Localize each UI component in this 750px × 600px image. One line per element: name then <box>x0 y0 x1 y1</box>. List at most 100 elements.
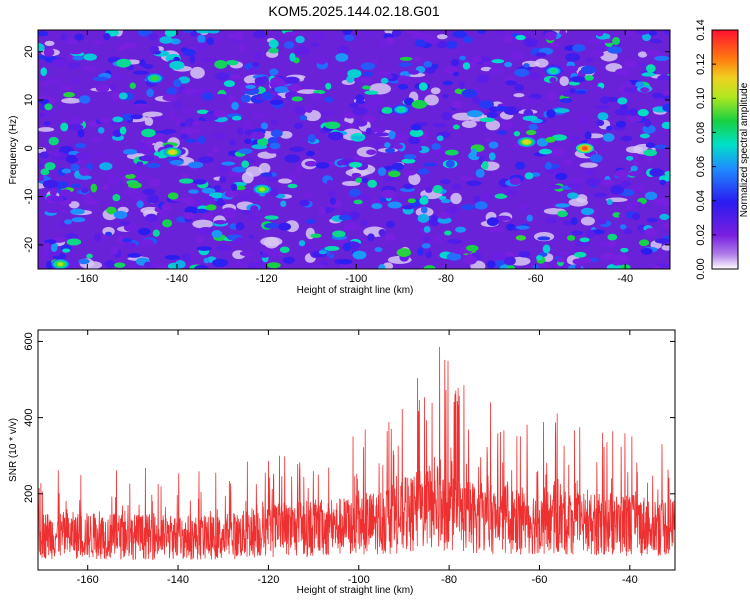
heatmap-cell <box>235 222 245 231</box>
heatmap-cell <box>584 131 592 140</box>
heatmap-cell <box>403 97 415 106</box>
heatmap-cell <box>444 230 452 236</box>
heatmap-cell <box>59 189 72 197</box>
heatmap-cell <box>139 238 154 247</box>
heatmap-cell <box>174 260 186 269</box>
heatmap-cell <box>529 71 540 80</box>
heatmap-cell <box>146 162 161 168</box>
heatmap-cell <box>136 161 144 167</box>
heatmap-low-patch <box>485 119 501 131</box>
spectrogram-xtick-label: -160 <box>76 273 98 285</box>
heatmap-cell <box>443 65 458 74</box>
heatmap-cell <box>451 183 462 190</box>
heatmap-cell <box>637 109 649 117</box>
heatmap-cell <box>320 110 334 116</box>
heatmap-cell <box>571 230 584 236</box>
heatmap-cell <box>336 160 344 166</box>
heatmap-cell <box>93 233 102 242</box>
heatmap-cell <box>71 217 86 223</box>
heatmap-cell <box>478 100 494 109</box>
heatmap-cell <box>565 53 581 62</box>
heatmap-cell <box>294 106 305 115</box>
heatmap-cell <box>444 149 459 156</box>
heatmap-cell <box>79 95 91 104</box>
heatmap-cell <box>343 222 360 231</box>
heatmap-cell <box>92 76 109 81</box>
heatmap-cell <box>213 94 229 99</box>
colorbar-gradient <box>711 29 739 270</box>
heatmap-cell <box>136 200 144 208</box>
heatmap-cell <box>615 169 628 178</box>
heatmap-cell <box>211 132 227 140</box>
heatmap-cell <box>401 158 416 164</box>
heatmap-cell <box>112 129 123 138</box>
heatmap-cell <box>562 90 572 97</box>
heatmap-cell <box>408 136 421 145</box>
heatmap-cell <box>141 146 153 155</box>
heatmap-cell <box>411 32 425 39</box>
heatmap-cell <box>279 246 290 253</box>
heatmap-cell <box>303 192 313 198</box>
heatmap-cell <box>95 84 110 93</box>
heatmap-cell <box>423 265 436 269</box>
heatmap-cell <box>367 233 375 242</box>
heatmap-cell <box>198 156 215 164</box>
heatmap-cell <box>307 93 324 100</box>
heatmap-cell <box>645 142 656 149</box>
heatmap-cell <box>662 95 670 100</box>
heatmap-peak <box>57 262 64 267</box>
heatmap-cell <box>659 213 670 220</box>
heatmap-cell <box>178 178 194 184</box>
heatmap-cell <box>557 210 568 218</box>
heatmap-cell <box>557 256 565 263</box>
heatmap-cell <box>597 112 609 121</box>
heatmap-cell <box>528 123 538 131</box>
heatmap-cell <box>601 179 614 186</box>
heatmap-cell <box>288 173 299 181</box>
heatmap-cell <box>366 149 377 155</box>
heatmap-cell <box>570 135 580 143</box>
heatmap-cell <box>425 186 433 193</box>
heatmap-cell <box>173 79 182 88</box>
heatmap-cell <box>332 230 346 238</box>
heatmap-cell <box>462 62 471 70</box>
heatmap-cell <box>441 111 452 121</box>
heatmap-low-patch <box>575 194 588 203</box>
heatmap-low-patch <box>277 178 293 184</box>
colorbar-tick-label: 0.08 <box>695 122 707 143</box>
heatmap-cell <box>638 239 650 247</box>
heatmap-cell <box>387 201 402 209</box>
heatmap-cell <box>391 30 402 38</box>
heatmap-cell <box>549 77 557 83</box>
heatmap-cell <box>46 77 62 85</box>
heatmap-cell <box>452 124 460 130</box>
snr-xtick-label: -40 <box>622 574 638 586</box>
heatmap-cell <box>522 115 538 121</box>
heatmap-cell <box>648 30 658 36</box>
heatmap-cell <box>523 63 530 68</box>
heatmap-cell <box>197 42 207 49</box>
heatmap-cell <box>295 35 305 44</box>
heatmap-cell <box>563 65 579 73</box>
heatmap-cell <box>481 160 489 170</box>
heatmap-cell <box>388 170 401 178</box>
heatmap-cell <box>438 195 447 201</box>
heatmap-cell <box>432 185 443 194</box>
heatmap-low-patch <box>450 192 462 205</box>
heatmap-cell <box>72 78 82 85</box>
heatmap-cell <box>404 30 421 34</box>
heatmap-cell <box>268 47 279 54</box>
heatmap-cell <box>488 152 496 161</box>
heatmap-cell <box>78 258 90 265</box>
heatmap-cell <box>378 264 386 269</box>
heatmap-cell <box>494 193 508 199</box>
heatmap-cell <box>634 30 651 35</box>
heatmap-cell <box>488 141 499 149</box>
heatmap-cell <box>125 173 136 179</box>
heatmap-cell <box>261 91 273 101</box>
heatmap-cell <box>196 30 211 34</box>
heatmap-cell <box>422 235 430 243</box>
heatmap-cell <box>238 148 253 155</box>
heatmap-cell <box>219 175 227 184</box>
